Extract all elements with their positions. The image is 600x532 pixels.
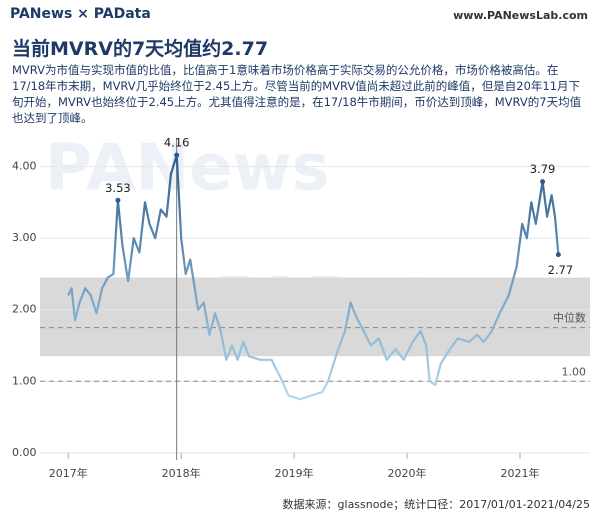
watermark: PANews: [45, 132, 330, 206]
median-line-label: 中位数: [553, 311, 586, 325]
reference-line-label: 1.00: [562, 365, 587, 378]
data-label: 2.77: [548, 263, 574, 277]
data-label: 4.16: [164, 136, 190, 150]
x-tick-label: 2017年: [49, 466, 88, 480]
x-tick-label: 2018年: [162, 466, 201, 480]
chart-title: 当前MVRV的7天均值约2.77: [12, 38, 269, 60]
x-tick-label: 2020年: [388, 466, 427, 480]
y-tick-label: 1.00: [12, 374, 37, 387]
point: [115, 197, 121, 203]
mvrv-line: [67, 154, 560, 401]
point: [174, 152, 180, 158]
y-tick-label: 0.00: [12, 446, 37, 459]
range-band: [40, 277, 590, 357]
x-tick-label: 2019年: [275, 466, 314, 480]
source: 数据来源：glassnode；统计口径：2017/01/01-2021/04/2…: [283, 497, 590, 511]
y-tick-label: 2.00: [12, 303, 37, 316]
y-tick-label: 3.00: [12, 231, 37, 244]
point: [555, 252, 561, 258]
chart-subtitle: MVRV为市值与实现市值的比值，比值高于1意味着市场价格高于实际交易的公允价格，…: [12, 63, 582, 125]
point: [540, 179, 546, 185]
site-url: www.PANewsLab.com: [453, 9, 588, 22]
data-label: 3.79: [530, 162, 556, 176]
x-tick-label: 2021年: [500, 466, 539, 480]
y-tick-label: 4.00: [12, 160, 37, 173]
data-label: 3.53: [105, 181, 131, 195]
logo: PANews × PAData: [10, 6, 151, 22]
